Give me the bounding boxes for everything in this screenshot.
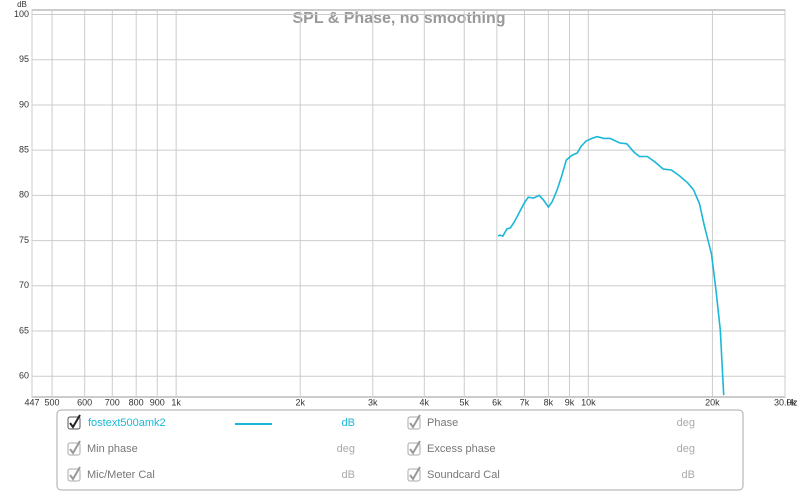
x-tick-label: 8k — [544, 397, 554, 407]
trace-panel — [56, 409, 744, 491]
checkmark — [409, 440, 421, 455]
trace-label: Phase — [427, 417, 458, 429]
unit-label: dB — [342, 417, 355, 429]
x-tick-label: 6k — [492, 397, 502, 407]
trace-label: Min phase — [87, 443, 138, 455]
plot-frame — [31, 9, 786, 398]
x-tick-label: 9k — [565, 397, 575, 407]
y-tick-label: 75 — [19, 235, 29, 245]
x-tick-label: 4k — [420, 397, 430, 407]
x-tick-label: 7k — [520, 397, 530, 407]
x-tick-label: 500 — [45, 397, 60, 407]
y-tick-label: 60 — [19, 371, 29, 381]
x-unit: Hz — [787, 397, 798, 407]
x-tick-label: 700 — [105, 397, 120, 407]
chart-title: SPL & Phase, no smoothing — [292, 10, 505, 27]
x-tick-label: 20k — [705, 397, 720, 407]
unit-label: deg — [337, 443, 355, 455]
x-tick-label: 1k — [171, 397, 181, 407]
unit-label: deg — [677, 417, 695, 429]
x-tick-label: 30.0k — [774, 397, 797, 407]
checkmark — [69, 414, 81, 429]
x-tick-label: 10k — [581, 397, 596, 407]
trace-label: Soundcard Cal — [427, 469, 500, 481]
x-tick-label: 2k — [295, 397, 305, 407]
x-tick-label: 800 — [129, 397, 144, 407]
y-tick-label: 85 — [19, 145, 29, 155]
trace-label: Excess phase — [427, 443, 495, 455]
y-tick-label: 95 — [19, 54, 29, 64]
x-tick-label: 447 — [24, 397, 39, 407]
legend-label: fostext500amk2 — [88, 417, 166, 429]
x-tick-label: 3k — [368, 397, 378, 407]
unit-label: dB — [342, 469, 355, 481]
checkmark — [69, 466, 81, 481]
x-tick-label: 600 — [77, 397, 92, 407]
trace-label: Mic/Meter Cal — [87, 469, 155, 481]
y-unit: dB — [17, 0, 27, 9]
x-tick-label: 5k — [459, 397, 469, 407]
y-tick-label: 70 — [19, 280, 29, 290]
series-line — [497, 135, 725, 396]
unit-label: dB — [682, 469, 695, 481]
y-tick-label: 90 — [19, 99, 29, 109]
checkmark — [409, 466, 421, 481]
checkmark — [409, 414, 421, 429]
x-tick-label: 900 — [150, 397, 165, 407]
checkmark — [69, 440, 81, 455]
y-tick-label: 65 — [19, 325, 29, 335]
y-tick-label: 100 — [14, 9, 29, 19]
y-tick-label: 80 — [19, 190, 29, 200]
unit-label: deg — [677, 443, 695, 455]
